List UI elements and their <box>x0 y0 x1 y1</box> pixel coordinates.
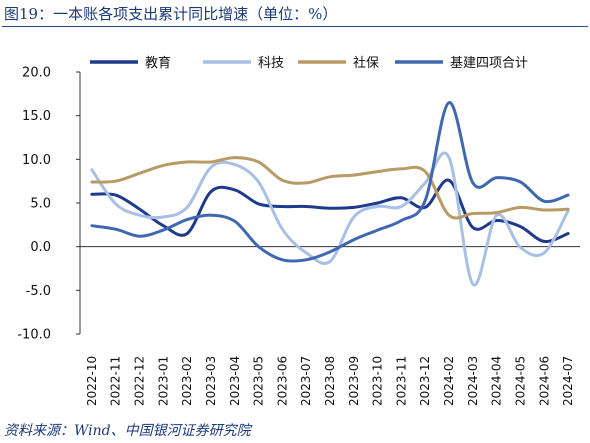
chart-legend: 教育 科技 社保 基建四项合计 <box>90 55 528 71</box>
title-divider <box>2 26 588 27</box>
y-tick-label: 20.0 <box>22 66 51 81</box>
x-tick-label: 2024-06 <box>537 356 551 406</box>
chart-axes: 20.0 15.0 10.0 5.0 0.0 -5.0 -10.0 2022-10 2022-1… <box>17 66 580 406</box>
x-tick-label: 2022-10 <box>85 356 99 406</box>
series-line-1 <box>90 178 570 243</box>
legend-label: 基建四项合计 <box>450 56 528 71</box>
legend-label: 科技 <box>258 56 284 71</box>
x-tick-label: 2024-07 <box>561 356 575 406</box>
x-tick-label: 2024-03 <box>466 356 480 406</box>
figure-title: 图19：一本账各项支出累计同比增速（单位：%） <box>4 5 338 23</box>
x-tick-label: 2023-08 <box>323 356 337 406</box>
x-tick-label: 2024-04 <box>490 356 504 406</box>
legend-label: 社保 <box>353 55 379 71</box>
x-tick-label: 2023-09 <box>347 356 361 406</box>
x-tick-label: 2023-01 <box>156 356 170 406</box>
x-tick-label: 2023-07 <box>299 356 313 406</box>
x-tick-label: 2023-04 <box>228 356 242 406</box>
x-tick-label: 2022-12 <box>133 356 147 406</box>
source-note: 资料来源：Wind、中国银河证券研究院 <box>4 423 251 439</box>
legend-label: 教育 <box>145 55 171 71</box>
x-tick-label: 2022-11 <box>109 356 123 406</box>
x-tick-label: 2023-05 <box>252 356 266 406</box>
x-tick-label: 2023-12 <box>418 356 432 406</box>
series-line-4 <box>90 101 570 263</box>
x-tick-label: 2023-10 <box>371 356 385 406</box>
chart-series-lines <box>90 101 570 287</box>
y-tick-label: 0.0 <box>30 240 51 255</box>
x-tick-label: 2024-05 <box>513 356 527 406</box>
x-tick-label: 2024-02 <box>442 356 456 406</box>
series-line-2 <box>90 151 570 287</box>
y-tick-label: 5.0 <box>30 197 51 212</box>
y-tick-label: 15.0 <box>22 109 51 124</box>
x-tick-label: 2023-06 <box>275 356 289 406</box>
y-tick-label: -5.0 <box>26 284 51 299</box>
x-tick-label: 2023-11 <box>394 356 408 406</box>
series-line-3 <box>90 156 570 220</box>
x-tick-label: 2023-02 <box>180 356 194 406</box>
x-tick-label: 2023-03 <box>204 356 218 406</box>
y-tick-label: 10.0 <box>22 153 51 168</box>
y-tick-label: -10.0 <box>17 328 51 343</box>
